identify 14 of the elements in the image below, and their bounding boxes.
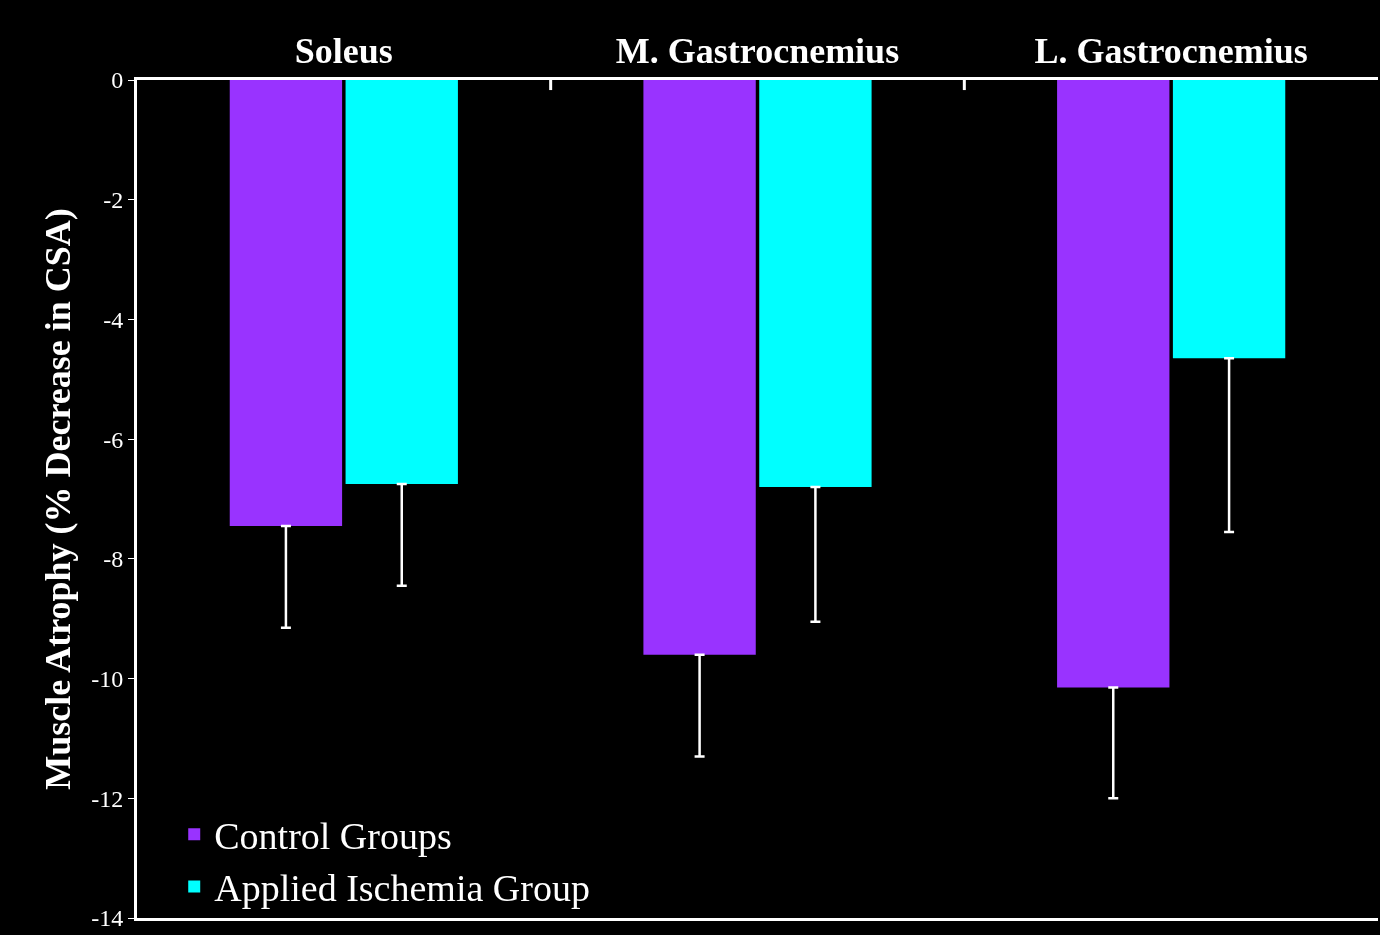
y-tick-label: -10 [91, 665, 124, 692]
y-axis-title: Muscle Atrophy (% Decrease in CSA) [38, 208, 79, 790]
y-tick-label: -4 [103, 306, 124, 333]
y-tick-label: -14 [91, 905, 124, 932]
x-tick-label: M. Gastrocnemius [615, 30, 900, 71]
x-tick-label: Soleus [294, 30, 393, 71]
x-tick-label: L. Gastrocnemius [1034, 30, 1308, 71]
legend-label: Applied Ischemia Group [214, 867, 590, 910]
y-tick-label: -2 [103, 187, 124, 214]
legend-label: Control Groups [214, 815, 452, 858]
y-tick-label: -12 [91, 785, 124, 812]
y-tick-label: -6 [103, 426, 124, 453]
y-tick-label: -8 [103, 546, 124, 573]
y-tick-label: 0 [111, 67, 124, 94]
